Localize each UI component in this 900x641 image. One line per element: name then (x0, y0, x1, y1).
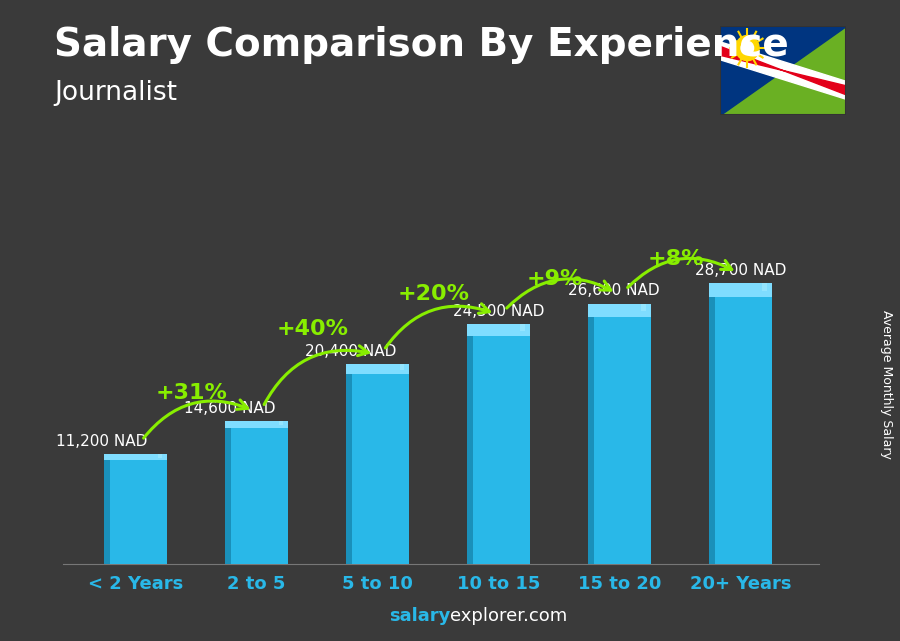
FancyBboxPatch shape (104, 454, 110, 564)
FancyBboxPatch shape (520, 324, 526, 331)
FancyBboxPatch shape (588, 304, 651, 564)
Text: 24,500 NAD: 24,500 NAD (453, 304, 544, 319)
Text: 20,400 NAD: 20,400 NAD (305, 344, 397, 359)
FancyBboxPatch shape (158, 454, 162, 458)
Text: salary: salary (389, 607, 450, 625)
FancyBboxPatch shape (104, 454, 167, 564)
Polygon shape (720, 42, 846, 99)
FancyBboxPatch shape (588, 304, 651, 317)
Text: Average Monthly Salary: Average Monthly Salary (880, 310, 893, 459)
FancyBboxPatch shape (467, 324, 472, 564)
Text: +31%: +31% (156, 383, 228, 403)
FancyBboxPatch shape (762, 283, 767, 292)
FancyBboxPatch shape (279, 421, 284, 426)
FancyBboxPatch shape (467, 324, 530, 336)
Text: +40%: +40% (276, 319, 348, 339)
Text: +20%: +20% (398, 284, 470, 304)
Text: +9%: +9% (526, 269, 582, 289)
Text: explorer.com: explorer.com (450, 607, 567, 625)
Circle shape (735, 35, 759, 61)
Polygon shape (720, 26, 846, 115)
Polygon shape (720, 46, 846, 95)
FancyBboxPatch shape (346, 364, 409, 374)
FancyBboxPatch shape (346, 364, 409, 564)
FancyBboxPatch shape (225, 421, 288, 428)
FancyBboxPatch shape (400, 364, 404, 370)
FancyBboxPatch shape (467, 324, 530, 564)
Text: Salary Comparison By Experience: Salary Comparison By Experience (54, 26, 788, 63)
Polygon shape (720, 26, 846, 115)
FancyBboxPatch shape (225, 421, 288, 564)
Text: +8%: +8% (647, 249, 704, 269)
FancyBboxPatch shape (642, 304, 646, 312)
Text: Journalist: Journalist (54, 80, 177, 106)
FancyBboxPatch shape (709, 283, 772, 297)
FancyBboxPatch shape (709, 283, 715, 564)
Text: 14,600 NAD: 14,600 NAD (184, 401, 275, 416)
Text: 26,600 NAD: 26,600 NAD (568, 283, 659, 298)
Text: 28,700 NAD: 28,700 NAD (695, 263, 786, 278)
Circle shape (741, 41, 753, 55)
FancyBboxPatch shape (346, 364, 352, 564)
Text: 11,200 NAD: 11,200 NAD (56, 434, 148, 449)
FancyBboxPatch shape (104, 454, 167, 460)
FancyBboxPatch shape (225, 421, 230, 564)
FancyBboxPatch shape (588, 304, 594, 564)
FancyBboxPatch shape (709, 283, 772, 564)
